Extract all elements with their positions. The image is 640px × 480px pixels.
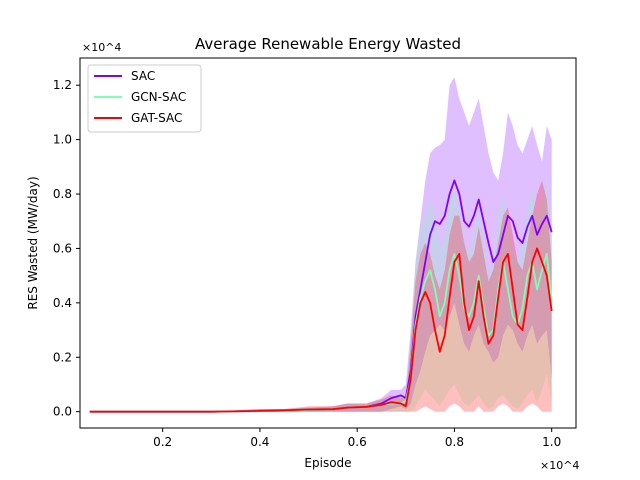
y-tick-label: 0.6 [53,241,72,255]
legend: SAC GCN-SAC GAT-SAC [87,64,202,133]
legend-label-gat-sac: GAT-SAC [131,111,182,125]
x-tick-label: 1.0 [542,435,561,449]
y-axis-label: RES Wasted (MW/day) [26,176,40,309]
x-tick-label: 0.4 [250,435,269,449]
y-tick-label: 1.0 [53,133,72,147]
legend-box [87,64,202,133]
x-tick-label: 0.2 [153,435,172,449]
confidence-bands [89,77,552,412]
x-axis-label: Episode [304,456,351,470]
x-tick-label: 0.8 [445,435,464,449]
chart-title: Average Renewable Energy Wasted [195,35,461,53]
plot-frame [79,57,577,429]
line-gat-sac [89,247,553,413]
y-tick-label: 0.2 [53,350,72,364]
x-tick-label: 0.6 [348,435,367,449]
band-gcn-sac [89,180,552,412]
x-multiplier: ×10^4 [540,459,579,472]
x-axis-ticks: 0.2 0.4 0.6 0.8 1.0 [153,428,561,449]
legend-label-gcn-sac: GCN-SAC [131,90,186,104]
series-lines [89,179,553,413]
band-gat-sac [89,180,552,412]
y-axis-ticks: 0.0 0.2 0.4 0.6 0.8 1.0 1.2 [53,78,80,419]
band-sac [89,77,552,412]
y-tick-label: 0.4 [53,296,72,310]
y-tick-label: 0.8 [53,187,72,201]
y-tick-label: 1.2 [53,78,72,92]
y-tick-label: 0.0 [53,405,72,419]
legend-label-sac: SAC [131,69,155,83]
y-multiplier: ×10^4 [82,41,121,54]
